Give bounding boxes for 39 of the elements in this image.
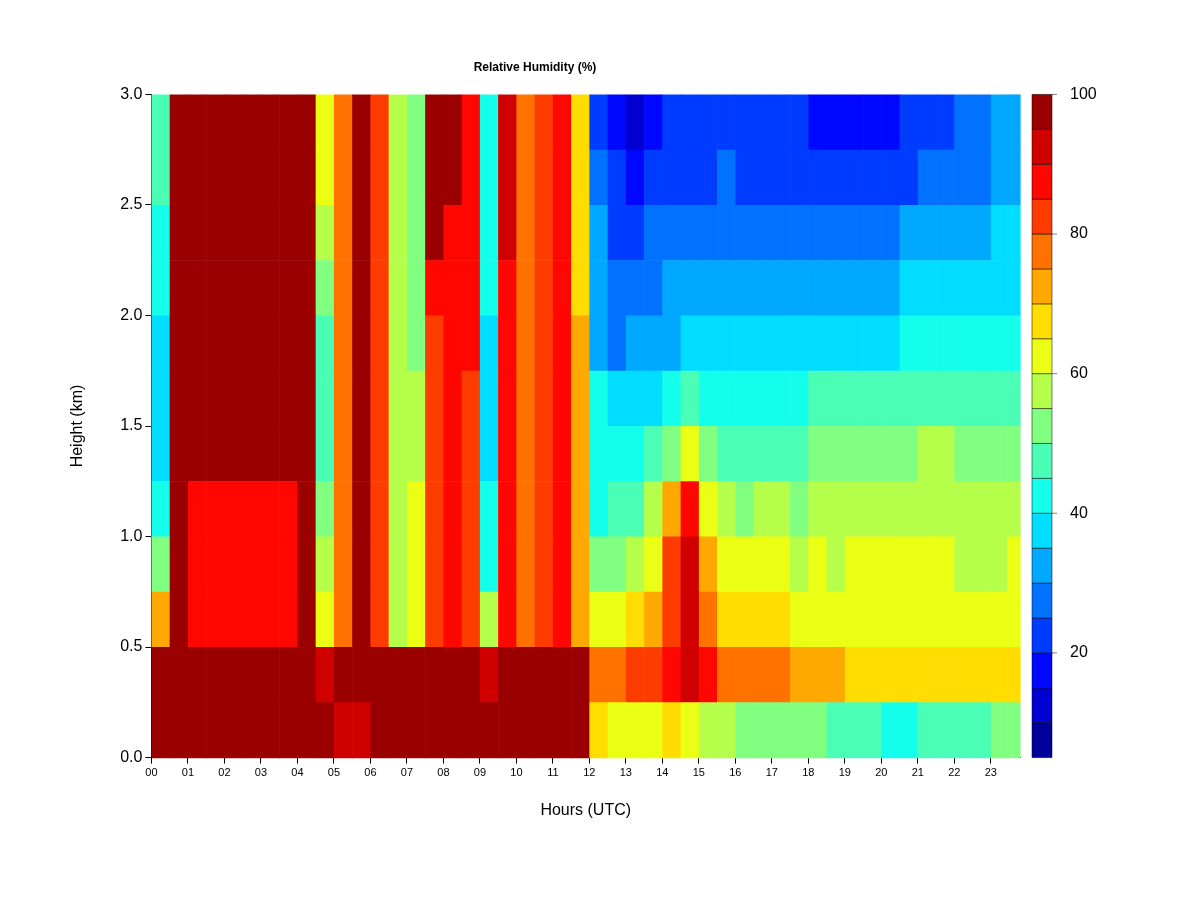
y-tick-label: 1.0 [120, 526, 143, 544]
x-tick-label: 02 [218, 766, 231, 779]
x-tick-label: 04 [291, 766, 304, 779]
x-tick-label: 03 [254, 766, 268, 779]
x-tick-label: 19 [838, 766, 851, 779]
y-tick-label: 2.0 [120, 305, 143, 323]
x-tick-label: 05 [327, 766, 341, 779]
x-tick-label: 08 [437, 766, 450, 779]
x-tick-label: 20 [875, 766, 888, 779]
x-tick-label: 11 [547, 766, 559, 779]
x-tick-label: 22 [948, 766, 961, 779]
y-tick-label: 0.0 [120, 748, 143, 766]
x-tick-label: 21 [911, 766, 924, 779]
x-tick-label: 09 [473, 766, 487, 779]
x-tick-label: 18 [802, 766, 815, 779]
x-tick-label: 06 [364, 766, 377, 779]
color-bar-label: 100 [1070, 84, 1097, 102]
x-tick-label: 10 [510, 766, 523, 779]
x-tick-label: 12 [583, 766, 596, 779]
x-tick-label: 17 [765, 766, 778, 779]
x-tick-label: 16 [729, 766, 742, 779]
x-tick-label: 00 [145, 766, 158, 779]
x-axis-title: Hours (UTC) [540, 800, 632, 818]
x-tick-label: 23 [984, 766, 997, 779]
color-bar-label: 60 [1070, 364, 1088, 382]
chart-title: Relative Humidity (%) [473, 59, 597, 74]
y-tick-label: 0.5 [120, 637, 143, 655]
x-tick-label: 01 [181, 766, 195, 779]
x-tick-label: 07 [400, 766, 414, 779]
x-tick-label: 15 [692, 766, 705, 779]
y-tick-label: 1.5 [120, 416, 143, 434]
color-bar-label: 40 [1070, 503, 1088, 521]
x-tick-label: 13 [619, 766, 632, 779]
color-bar-label: 80 [1070, 224, 1088, 242]
y-tick-label: 3.0 [120, 84, 143, 102]
y-axis-title: Height (km) [68, 384, 86, 468]
x-tick-label: 14 [656, 766, 669, 779]
color-bar-label: 20 [1070, 643, 1088, 661]
y-tick-label: 2.5 [120, 195, 143, 213]
